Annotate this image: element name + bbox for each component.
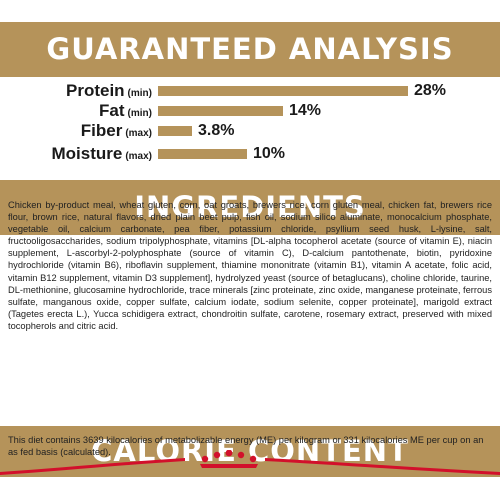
nutrient-name: Fiber bbox=[80, 121, 123, 140]
nutrient-qualifier: (max) bbox=[125, 151, 152, 162]
analysis-row: Protein (min) 28% bbox=[0, 81, 500, 101]
logo-swoosh-right bbox=[265, 458, 500, 475]
nutrient-qualifier: (min) bbox=[127, 108, 152, 119]
calorie-content-text: This diet contains 3639 kilocalories of … bbox=[8, 435, 484, 458]
analysis-label: Fiber (max) bbox=[81, 121, 152, 144]
guaranteed-analysis-heading: GUARANTEED ANALYSIS bbox=[0, 22, 500, 77]
ingredients-text: Chicken by-product meal, wheat gluten, c… bbox=[8, 200, 492, 331]
analysis-value: 14% bbox=[289, 102, 322, 119]
nutrient-name: Moisture bbox=[51, 144, 123, 163]
nutrient-name: Protein bbox=[65, 81, 125, 100]
analysis-bar bbox=[158, 86, 408, 96]
analysis-row: Fiber (max) 3.8% bbox=[0, 121, 500, 141]
logo-swoosh-left bbox=[0, 458, 185, 475]
nutrient-qualifier: (max) bbox=[125, 128, 152, 139]
analysis-label: Moisture (max) bbox=[51, 144, 152, 167]
nutrient-qualifier: (min) bbox=[127, 88, 152, 99]
ingredients-heading: INGREDIENTS bbox=[0, 180, 500, 235]
analysis-value: 10% bbox=[253, 145, 286, 162]
analysis-bar bbox=[158, 149, 247, 159]
analysis-bar bbox=[158, 126, 192, 136]
analysis-label: Fat (min) bbox=[99, 101, 152, 124]
analysis-bar bbox=[158, 106, 283, 116]
analysis-value: 3.8% bbox=[198, 122, 235, 139]
crown-icon bbox=[200, 450, 258, 468]
analysis-label: Protein (min) bbox=[66, 81, 152, 104]
analysis-value: 28% bbox=[414, 82, 447, 99]
nutrient-name: Fat bbox=[99, 101, 125, 120]
analysis-row: Fat (min) 14% bbox=[0, 101, 500, 121]
royal-canin-crown-logo bbox=[0, 450, 500, 475]
analysis-row: Moisture (max) 10% bbox=[0, 144, 500, 164]
